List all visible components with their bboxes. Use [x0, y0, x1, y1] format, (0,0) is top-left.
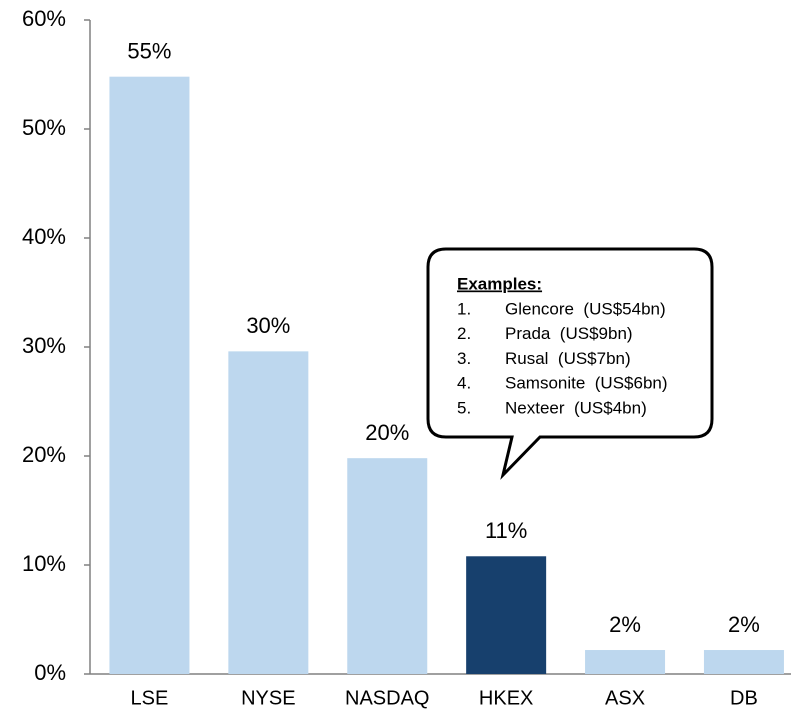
callout-number: 1. — [457, 299, 471, 318]
data-label: 11% — [485, 518, 527, 543]
x-tick-label: DB — [730, 687, 758, 709]
callout-item: Glencore (US$54bn) — [505, 299, 666, 318]
callout-item: Samsonite (US$6bn) — [505, 374, 668, 393]
callout-item: Prada (US$9bn) — [505, 324, 633, 343]
data-label: 20% — [365, 420, 409, 445]
bar — [109, 76, 190, 675]
data-label: 2% — [609, 612, 641, 637]
x-tick-label: NASDAQ — [345, 687, 429, 709]
x-tick-label: LSE — [131, 687, 169, 709]
bar — [585, 650, 666, 674]
data-label: 2% — [728, 612, 760, 637]
y-tick-label: 20% — [22, 442, 66, 467]
y-tick-label: 30% — [22, 333, 66, 358]
callout-title: Examples: — [457, 274, 542, 293]
y-tick-label: 60% — [22, 6, 66, 31]
y-tick-label: 40% — [22, 224, 66, 249]
callout-number: 2. — [457, 324, 471, 343]
data-label: 30% — [246, 313, 290, 338]
y-tick-label: 0% — [34, 660, 66, 685]
data-label: 55% — [127, 38, 171, 63]
x-tick-label: NYSE — [241, 687, 295, 709]
bar — [703, 650, 784, 674]
y-tick-label: 10% — [22, 551, 66, 576]
callout-number: 5. — [457, 398, 471, 417]
callout-number: 4. — [457, 374, 471, 393]
x-tick-label: ASX — [605, 687, 645, 709]
x-tick-label: HKEX — [479, 687, 533, 709]
callout-box — [426, 247, 714, 480]
callout-item: Nexteer (US$4bn) — [505, 398, 647, 417]
callout-number: 3. — [457, 349, 471, 368]
y-tick-label: 50% — [22, 115, 66, 140]
bar — [466, 556, 547, 674]
bar — [228, 351, 309, 674]
bar — [347, 458, 428, 674]
callout-item: Rusal (US$7bn) — [505, 349, 631, 368]
